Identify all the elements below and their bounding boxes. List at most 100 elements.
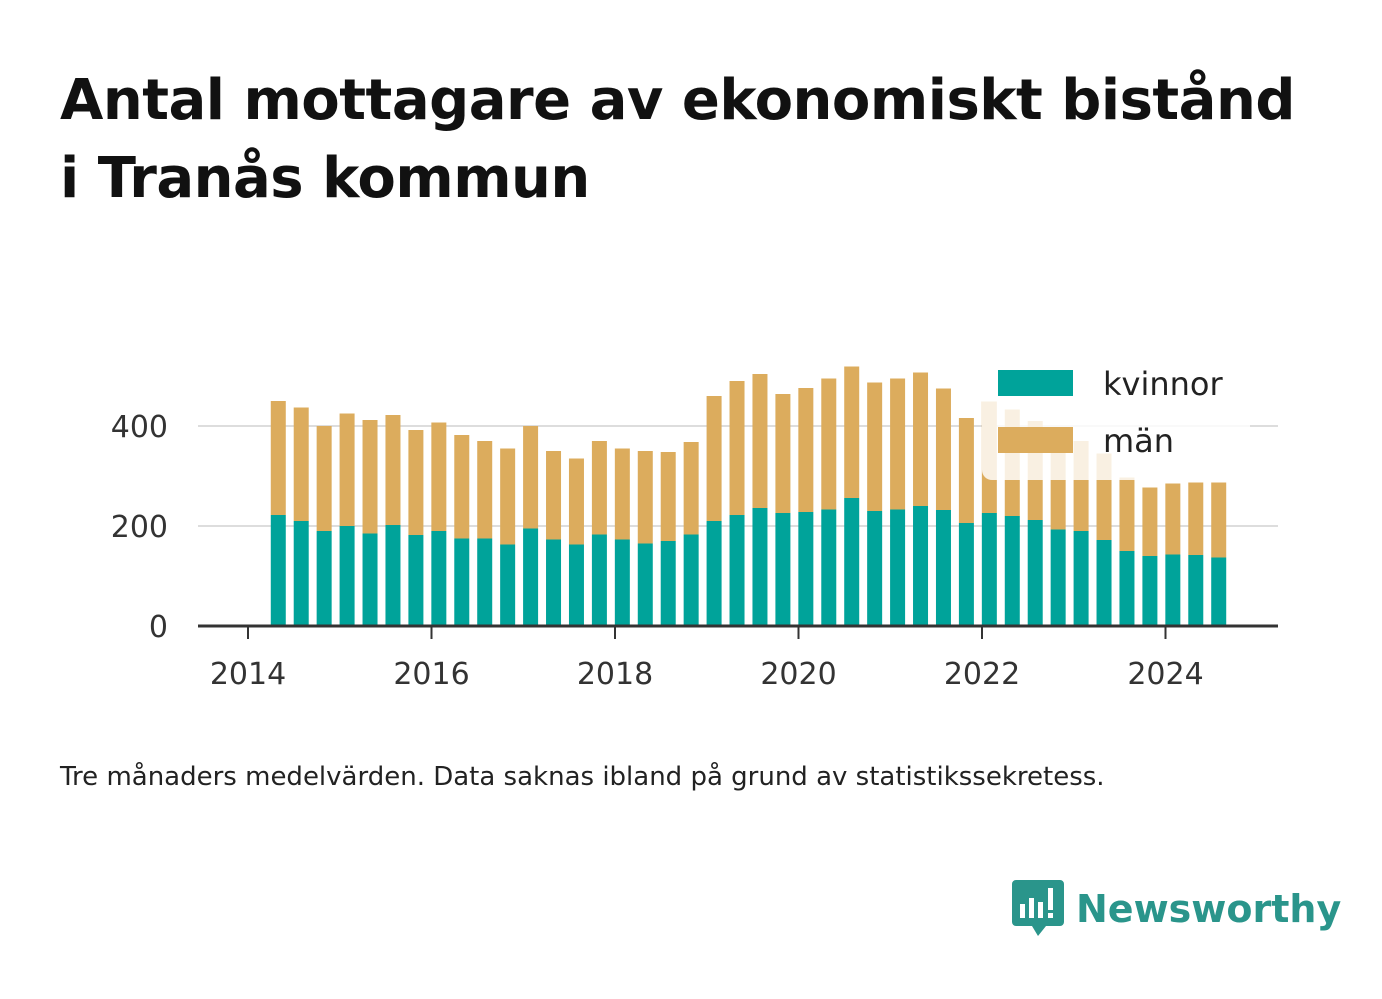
bar-man	[752, 374, 768, 508]
bar-kvinnor	[293, 521, 309, 626]
bar-kvinnor	[821, 509, 837, 626]
bar-man	[591, 441, 607, 535]
bar-man	[1211, 482, 1227, 558]
bar-kvinnor	[729, 515, 745, 626]
bar-kvinnor	[385, 525, 401, 626]
bar-kvinnor	[1119, 551, 1135, 626]
brand-name: Newsworthy	[1076, 887, 1342, 931]
bar-kvinnor	[477, 538, 493, 626]
bar-man	[568, 458, 584, 545]
bar-man	[362, 420, 378, 534]
bar-kvinnor	[1211, 557, 1227, 626]
y-tick-label: 200	[111, 510, 168, 545]
y-tick-label: 400	[111, 410, 168, 445]
bar-man	[844, 366, 860, 498]
x-tick-label: 2016	[393, 657, 469, 692]
footnote: Tre månaders medelvärden. Data saknas ib…	[60, 762, 1105, 792]
bar-kvinnor	[591, 534, 607, 626]
bar-man	[798, 388, 814, 512]
bar-kvinnor	[1050, 529, 1066, 626]
bar-kvinnor	[935, 510, 951, 626]
bar-kvinnor	[752, 508, 768, 626]
bar-kvinnor	[362, 533, 378, 626]
bar-man	[293, 407, 309, 521]
bar-man	[1165, 483, 1181, 555]
legend-swatch-kvinnor	[998, 370, 1073, 396]
bar-man	[270, 401, 286, 515]
bar-man	[775, 394, 791, 513]
bar-kvinnor	[683, 534, 699, 626]
bar-man	[454, 435, 470, 539]
bar-kvinnor	[844, 498, 860, 626]
bar-kvinnor	[546, 539, 562, 626]
chart-title: Antal mottagare av ekonomiskt bistånd i …	[60, 68, 1295, 211]
bar-kvinnor	[660, 541, 676, 626]
bar-kvinnor	[1188, 555, 1204, 626]
bar-kvinnor	[890, 509, 906, 626]
bar-kvinnor	[339, 526, 355, 626]
bar-man	[431, 422, 447, 531]
bar-man	[637, 451, 653, 544]
bar-man	[683, 442, 699, 535]
bar-kvinnor	[316, 531, 332, 626]
brand-logo[interactable]: Newsworthy	[1010, 878, 1341, 940]
bar-kvinnor	[958, 523, 974, 626]
bar-kvinnor	[1027, 520, 1043, 626]
bar-kvinnor	[706, 521, 722, 626]
bar-man	[890, 378, 906, 510]
bar-kvinnor	[270, 515, 286, 626]
bar-kvinnor	[1073, 531, 1089, 626]
bar-kvinnor	[523, 528, 539, 626]
bar-man	[614, 448, 630, 540]
bar-man	[1188, 482, 1204, 555]
bar-kvinnor	[431, 531, 447, 626]
bar-kvinnor	[1142, 556, 1158, 626]
bar-kvinnor	[408, 535, 424, 626]
stacked-bar-chart: 0 200 400 2014 2016 2018 2020 2022 2024 kvinnor m…	[110, 352, 1278, 692]
x-tick-label: 2022	[944, 657, 1020, 692]
legend-swatch-man	[998, 427, 1073, 453]
x-tick-label: 2020	[760, 657, 836, 692]
bar-man	[660, 452, 676, 541]
y-tick-label: 0	[149, 610, 168, 645]
bar-man	[500, 448, 516, 545]
newsworthy-logo-icon	[1012, 880, 1064, 936]
bar-man	[385, 415, 401, 525]
bar-man	[729, 381, 745, 515]
bar-kvinnor	[1004, 516, 1020, 626]
legend-label: kvinnor	[1103, 365, 1224, 403]
bar-kvinnor	[568, 544, 584, 626]
bar-man	[316, 426, 332, 531]
bar-man	[546, 451, 562, 540]
bar-man	[1119, 477, 1135, 551]
bar-kvinnor	[775, 513, 791, 626]
bar-kvinnor	[500, 544, 516, 626]
bar-man	[821, 378, 837, 510]
bar-man	[867, 382, 883, 511]
x-tick-label: 2014	[210, 657, 286, 692]
bar-kvinnor	[454, 538, 470, 626]
legend: kvinnor män	[982, 352, 1250, 480]
x-tick-label: 2018	[577, 657, 653, 692]
bar-kvinnor	[913, 506, 929, 626]
bar-kvinnor	[637, 543, 653, 626]
bar-man	[1142, 487, 1158, 556]
bar-man	[339, 413, 355, 526]
bar-kvinnor	[614, 539, 630, 626]
x-tick-label: 2024	[1127, 657, 1203, 692]
bar-man	[706, 396, 722, 521]
bar-kvinnor	[981, 513, 997, 626]
bar-man	[477, 441, 493, 539]
bar-man	[958, 418, 974, 523]
bar-kvinnor	[1165, 554, 1181, 626]
bar-man	[523, 426, 539, 529]
bars	[270, 366, 1227, 626]
bar-man	[408, 430, 424, 535]
bar-kvinnor	[798, 512, 814, 626]
bar-man	[913, 372, 929, 506]
bar-kvinnor	[1096, 540, 1112, 626]
axes: 0 200 400 2014 2016 2018 2020 2022 2024	[111, 410, 1278, 692]
bar-kvinnor	[867, 511, 883, 626]
legend-label: män	[1103, 422, 1174, 460]
bar-man	[935, 388, 951, 510]
